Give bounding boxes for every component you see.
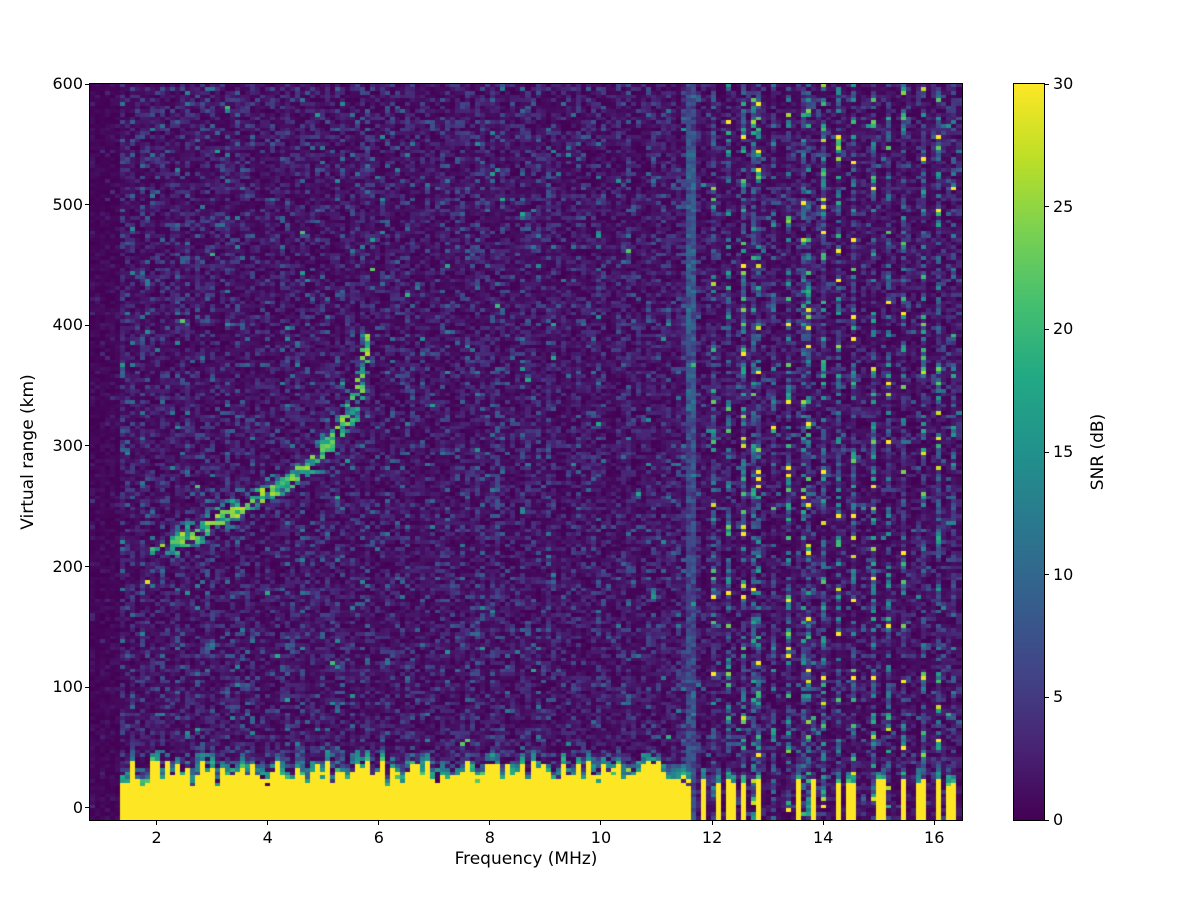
x-tick-mark <box>267 821 269 825</box>
colorbar-label: SNR (dB) <box>1088 413 1108 491</box>
x-tick-label: 12 <box>701 828 723 847</box>
y-tick-label: 600 <box>52 74 83 93</box>
x-tick-label: 14 <box>812 828 834 847</box>
x-tick-label: 2 <box>151 828 162 847</box>
colorbar-tick-mark <box>1045 574 1049 576</box>
colorbar-tick-mark <box>1045 206 1049 208</box>
x-tick-mark <box>600 821 602 825</box>
colorbar-gradient <box>1014 84 1044 820</box>
plot-area <box>89 83 963 821</box>
y-tick-mark <box>85 83 89 85</box>
x-tick-label: 10 <box>590 828 612 847</box>
y-tick-mark <box>85 445 89 447</box>
y-tick-mark <box>85 807 89 809</box>
colorbar-tick-label: 15 <box>1053 442 1074 461</box>
colorbar-tick-label: 20 <box>1053 319 1074 339</box>
y-tick-mark <box>85 686 89 688</box>
x-tick-mark <box>822 821 824 825</box>
colorbar-tick-mark <box>1045 451 1049 453</box>
y-tick-mark <box>85 324 89 326</box>
colorbar-tick-mark <box>1045 328 1049 330</box>
x-axis-label: Frequency (MHz) <box>454 849 598 869</box>
x-tick-mark <box>156 821 158 825</box>
x-tick-mark <box>489 821 491 825</box>
colorbar <box>1013 83 1045 821</box>
x-tick-label: 16 <box>924 828 945 847</box>
y-tick-label: 300 <box>52 435 83 455</box>
colorbar-tick-label: 0 <box>1053 810 1064 829</box>
y-tick-mark <box>85 204 89 206</box>
x-tick-mark <box>378 821 380 825</box>
colorbar-tick-label: 5 <box>1053 687 1064 707</box>
colorbar-tick-mark <box>1045 819 1049 821</box>
x-tick-label: 4 <box>262 828 273 847</box>
colorbar-tick-mark <box>1045 696 1049 698</box>
y-tick-mark <box>85 566 89 568</box>
colorbar-tick-label: 25 <box>1053 196 1074 216</box>
ionogram-heatmap <box>90 84 962 820</box>
x-tick-mark <box>933 821 935 825</box>
colorbar-tick-label: 30 <box>1053 74 1074 93</box>
x-tick-label: 8 <box>484 828 495 847</box>
y-tick-label: 200 <box>52 556 83 576</box>
y-tick-label: 100 <box>52 677 83 697</box>
y-tick-label: 400 <box>52 315 83 335</box>
colorbar-tick-label: 10 <box>1053 564 1074 584</box>
y-tick-label: 500 <box>52 194 83 214</box>
y-tick-label: 0 <box>72 797 83 817</box>
x-tick-mark <box>711 821 713 825</box>
colorbar-tick-mark <box>1045 83 1049 85</box>
x-tick-label: 6 <box>373 828 384 847</box>
